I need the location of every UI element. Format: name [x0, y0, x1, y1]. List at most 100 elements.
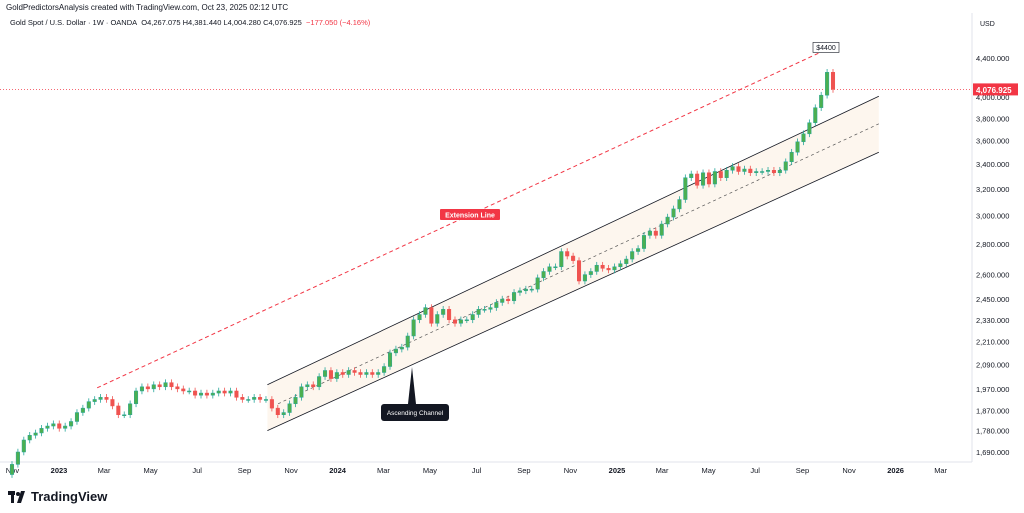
candle-body — [813, 107, 818, 123]
y-tick-label: 1,970.000 — [976, 385, 1009, 394]
candle-body — [299, 386, 304, 398]
candle-body — [736, 166, 741, 172]
candle-body — [204, 392, 209, 396]
candle-body — [464, 319, 469, 322]
candle-body — [724, 170, 729, 178]
y-tick-label: 4,400.000 — [976, 54, 1009, 63]
candle-body — [742, 168, 747, 172]
candle-body — [86, 401, 91, 409]
candle-body — [110, 399, 115, 407]
candle-body — [582, 274, 587, 282]
candle-body — [382, 366, 387, 373]
chart-attribution: GoldPredictorsAnalysis created with Trad… — [6, 3, 289, 12]
y-tick-label: 2,600.000 — [976, 271, 1009, 280]
candle-body — [594, 264, 599, 272]
tradingview-wordmark: TradingView — [31, 489, 108, 504]
candle-body — [760, 171, 765, 173]
currency-label: USD — [980, 21, 995, 28]
candle-body — [104, 397, 109, 400]
candle-body — [33, 432, 38, 436]
candle-body — [246, 399, 251, 401]
candle-body — [228, 390, 233, 394]
x-tick-label: Mar — [98, 466, 111, 475]
candle-body — [701, 172, 706, 186]
candle-body — [370, 372, 375, 375]
x-tick-label: Sep — [796, 466, 809, 475]
x-tick-label: Sep — [238, 466, 251, 475]
candle-body — [500, 298, 505, 303]
candle-body — [470, 314, 475, 321]
candle-body — [69, 421, 74, 427]
candle-body — [311, 384, 316, 388]
candle-body — [529, 288, 534, 291]
ohlc-values: O4,267.075 H4,381.440 L4,004.280 C4,076.… — [141, 18, 302, 27]
candle-body — [163, 382, 168, 388]
x-tick-label: Jul — [192, 466, 202, 475]
candle-body — [187, 390, 192, 393]
candle-body — [9, 464, 15, 475]
candle-body — [754, 171, 759, 173]
price-change: −177.050 (−4.16%) — [306, 18, 371, 27]
candle-body — [323, 370, 328, 377]
candle-body — [287, 403, 292, 413]
candle-body — [506, 298, 511, 302]
candle-body — [169, 382, 174, 388]
candle-body — [340, 372, 345, 375]
candle-body — [636, 248, 641, 252]
candle-body — [352, 370, 357, 373]
candle-body — [175, 386, 180, 390]
tradingview-brand[interactable]: TradingView — [8, 489, 107, 504]
x-tick-label: May — [702, 466, 716, 475]
candle-body — [452, 319, 458, 324]
candle-body — [305, 384, 310, 388]
candle-body — [15, 451, 20, 465]
candle-body — [57, 423, 62, 429]
candle-body — [535, 277, 540, 290]
candle-body — [825, 72, 830, 96]
candle-body — [689, 173, 694, 178]
candle-body — [830, 72, 836, 90]
candle-body — [565, 251, 570, 257]
y-tick-label: 1,780.000 — [976, 427, 1009, 436]
candle-body — [771, 170, 776, 173]
candle-body — [783, 161, 788, 171]
x-tick-label: Mar — [656, 466, 669, 475]
candle-body — [399, 346, 404, 350]
candle-body — [801, 133, 806, 143]
candle-body — [630, 251, 635, 260]
price-chart[interactable]: USD 4,400.000 4,000.000 3,800.000 3,600.000 3… — [0, 0, 1024, 485]
candle-body — [210, 392, 215, 396]
candle-body — [612, 266, 617, 271]
y-tick-label: 3,600.000 — [976, 137, 1009, 146]
candle-body — [193, 390, 198, 396]
candle-body — [695, 173, 700, 186]
candle-body — [63, 425, 68, 429]
candle-body — [328, 370, 333, 379]
last-price-badge — [973, 83, 1018, 96]
candle-body — [447, 309, 452, 321]
candle-body — [334, 372, 339, 379]
candle-body — [683, 177, 688, 200]
candle-body — [364, 372, 369, 375]
x-tick-label: Nov — [564, 466, 578, 475]
candle-body — [122, 414, 127, 417]
candle-body — [819, 94, 824, 108]
x-tick-label: Mar — [377, 466, 390, 475]
candle-body — [281, 412, 286, 416]
y-tick-label: 2,450.000 — [976, 295, 1009, 304]
candle-body — [423, 307, 428, 315]
symbol-name: Gold Spot / U.S. Dollar · 1W · OANDA — [10, 18, 138, 27]
channel-lower-line — [267, 151, 879, 432]
channel-tag-label: Ascending Channel — [387, 410, 444, 417]
x-tick-label: 2025 — [609, 466, 626, 475]
candle-body — [671, 208, 676, 218]
candle-body — [712, 171, 717, 185]
candle-body — [39, 428, 44, 434]
candle-body — [553, 266, 558, 269]
callout-box — [812, 42, 840, 53]
candle-body — [748, 168, 753, 173]
candle-body — [795, 141, 800, 153]
x-tick-label: Sep — [517, 466, 530, 475]
candle-body — [317, 376, 322, 388]
candle-body — [665, 216, 670, 225]
